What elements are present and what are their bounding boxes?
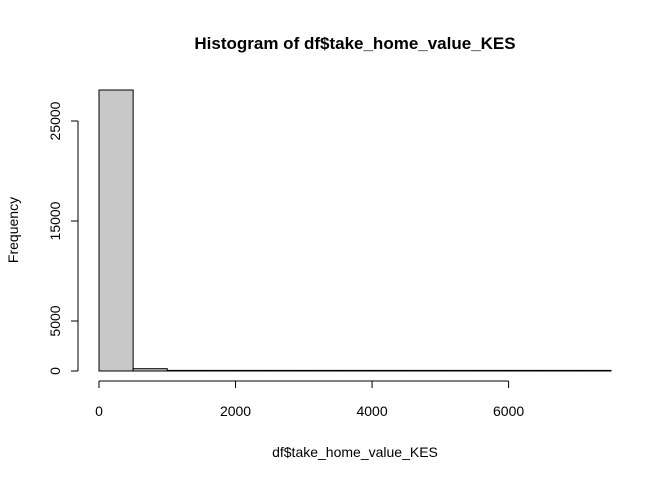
histogram-bar-1: [132, 368, 168, 372]
x-axis-label: df$take_home_value_KES: [272, 444, 438, 460]
chart-title: Histogram of df$take_home_value_KES: [194, 34, 515, 53]
histogram-bar-2: [166, 369, 202, 372]
histogram-bar-12: [508, 369, 544, 372]
y-tick-label-3: 25000: [47, 101, 63, 140]
y-axis-label: Frequency: [5, 197, 21, 263]
histogram-bar-6: [303, 369, 339, 372]
histogram-bar-11: [473, 369, 510, 372]
histogram-bar-14: [576, 369, 612, 372]
histogram-bar-10: [439, 369, 475, 372]
histogram-bar-4: [235, 369, 271, 372]
x-tick-label-0: 0: [95, 403, 103, 419]
histogram-bar-13: [542, 369, 578, 372]
histogram-bar-0: [98, 89, 134, 372]
histogram-bar-8: [371, 369, 407, 372]
y-tick-label-1: 5000: [47, 305, 63, 336]
histogram-bar-9: [405, 369, 441, 372]
x-tick-label-3: 6000: [493, 403, 524, 419]
x-axis: 0 2000 4000 6000: [95, 380, 524, 419]
y-tick-label-0: 0: [47, 367, 63, 375]
x-tick-label-1: 2000: [220, 403, 251, 419]
histogram-bar-5: [269, 369, 305, 372]
histogram-bars: [98, 89, 612, 372]
y-axis: 0 5000 15000 25000: [47, 101, 79, 375]
x-tick-label-2: 4000: [356, 403, 387, 419]
y-tick-label-2: 15000: [47, 201, 63, 240]
histogram-bar-7: [337, 369, 373, 372]
histogram-bar-3: [200, 369, 237, 372]
